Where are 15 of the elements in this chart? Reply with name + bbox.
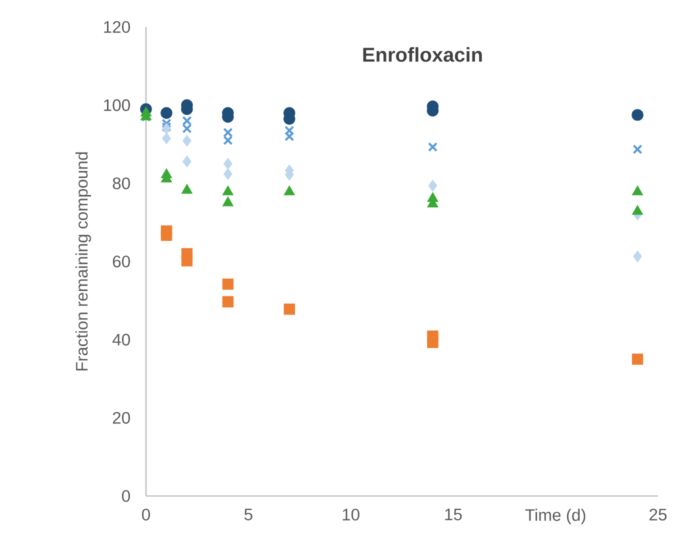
y-tick-label: 0 bbox=[122, 490, 130, 502]
y-tick-label: 120 bbox=[104, 21, 130, 33]
y-tick-label: 40 bbox=[112, 334, 130, 346]
y-axis-title: Fraction remaining compound bbox=[75, 152, 91, 370]
x-tick-label: 10 bbox=[342, 508, 360, 521]
y-tick-label: 80 bbox=[112, 177, 130, 190]
x-tick-label: 15 bbox=[445, 508, 462, 520]
x-tick-label: 25 bbox=[650, 508, 667, 521]
x-tick-label: 0 bbox=[142, 508, 150, 521]
y-tick-label: 100 bbox=[104, 99, 130, 112]
text: Enrofloxacin bbox=[363, 47, 482, 62]
x-tick-label: 5 bbox=[244, 508, 252, 520]
y-tick-label: 20 bbox=[112, 412, 130, 424]
x-axis-title: Time (d) bbox=[525, 508, 586, 524]
y-tick-label: 60 bbox=[112, 256, 130, 268]
